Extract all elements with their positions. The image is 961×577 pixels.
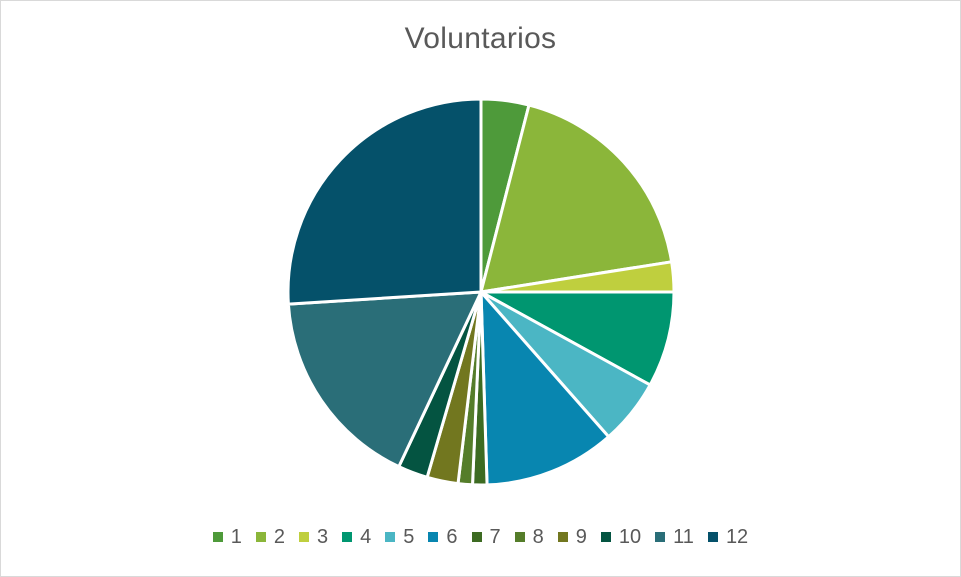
legend-item-2: 2 [255,525,286,549]
legend-swatch [655,532,666,542]
legend-swatch [707,532,718,542]
legend-label: 9 [575,525,587,548]
legend-item-7: 7 [471,525,501,549]
legend-swatch [299,532,310,542]
pie-slice-6 [479,290,611,487]
legend-label: 8 [532,525,544,548]
legend-swatch [428,532,439,542]
legend-label: 5 [403,525,415,548]
pie-slices [286,97,676,487]
legend-item-3: 3 [299,526,328,549]
legend-item-10: 10 [600,525,642,549]
legend-swatch [471,532,482,542]
legend-item-11: 11 [655,526,694,549]
legend-swatch [212,532,223,542]
legend-swatch [342,532,353,542]
legend-label: 2 [273,525,286,548]
pie-slice-2 [479,103,674,294]
legend-item-5: 5 [385,526,414,549]
legend-label: 6 [446,525,458,548]
legend-swatch [514,532,525,542]
pie-slice-4 [479,290,676,387]
legend-swatch [557,532,568,542]
legend: 1 2 3 4 5 6 7 8 9 10 11 12 [0,524,961,550]
legend-item-9: 9 [557,525,587,549]
legend-label: 11 [673,525,694,548]
pie-slice-12 [286,97,483,306]
legend-label: 3 [317,525,329,548]
legend-swatch [385,532,396,542]
legend-swatch [600,532,611,542]
legend-item-8: 8 [514,525,544,549]
pie-slice-11 [286,290,483,469]
legend-label: 10 [618,525,642,548]
legend-item-4: 4 [342,526,371,549]
legend-item-12: 12 [707,525,749,549]
legend-label: 7 [489,525,501,548]
legend-item-6: 6 [428,525,458,549]
legend-label: 4 [360,525,372,548]
legend-item-1: 1 [212,525,242,549]
chart-title: Voluntarios [404,22,557,55]
legend-label: 1 [230,525,242,548]
legend-label: 12 [725,525,749,548]
legend-swatch [255,532,266,542]
